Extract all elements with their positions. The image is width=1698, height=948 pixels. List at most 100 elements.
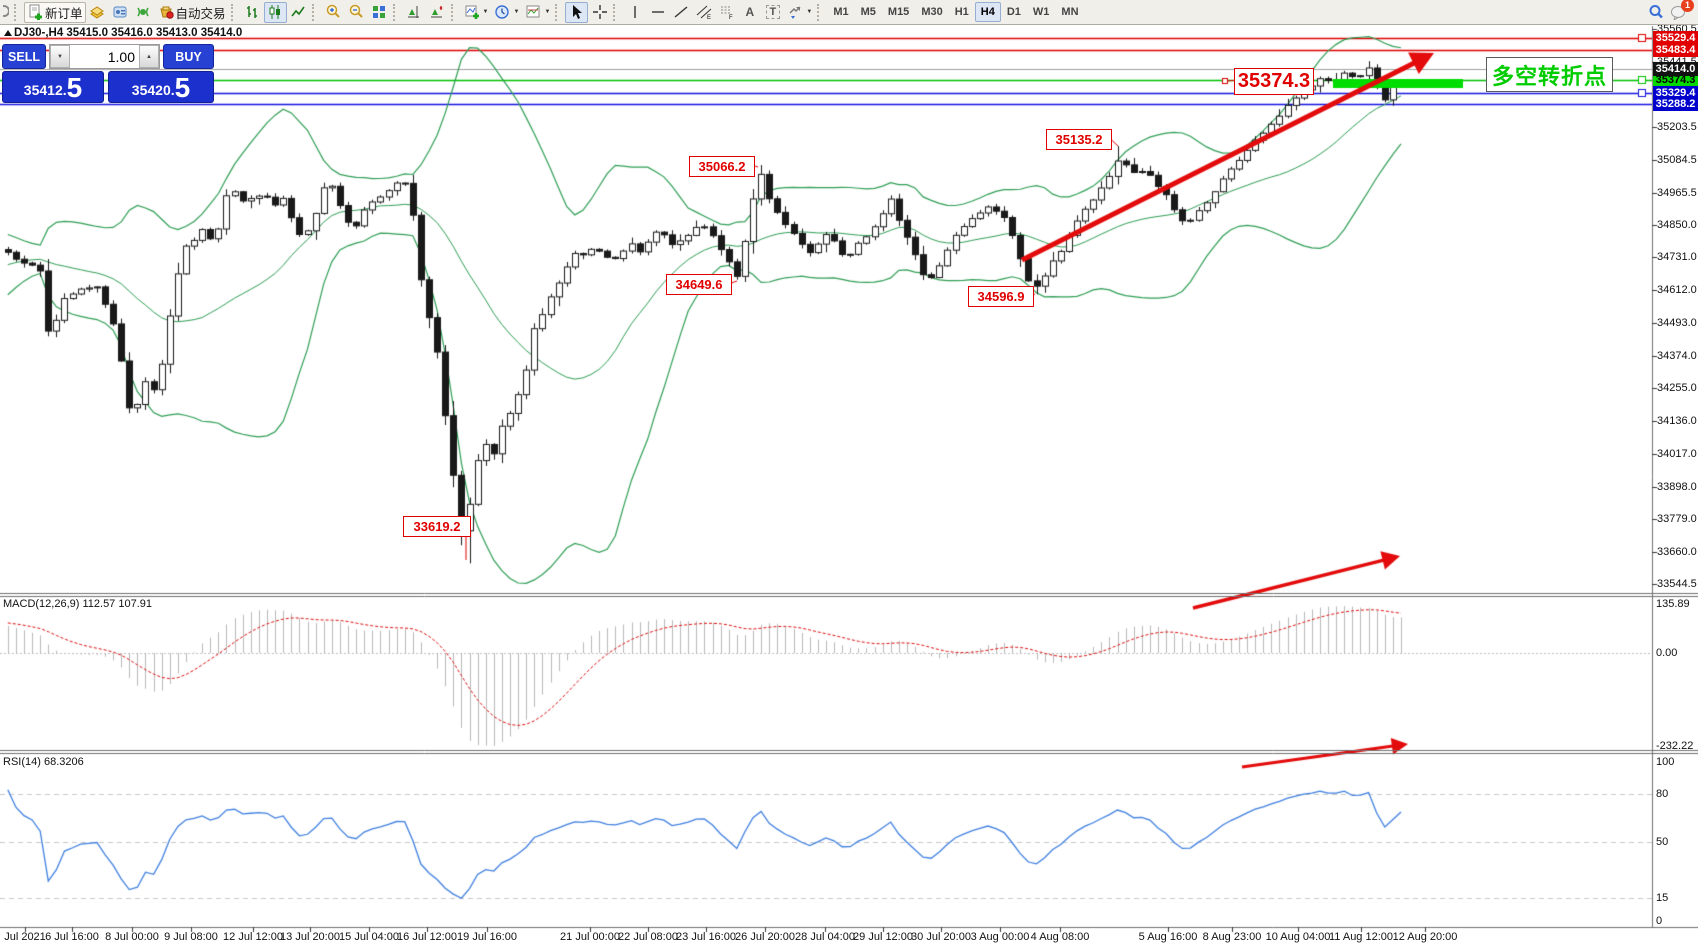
- zoom-out-icon: [349, 4, 363, 18]
- text-tool[interactable]: A: [738, 2, 761, 23]
- data-window-button[interactable]: [109, 2, 132, 23]
- y-axis-tick-label: 34255.0: [1657, 382, 1697, 395]
- sell-price-display[interactable]: 35412. 5: [2, 71, 104, 103]
- time-axis-label: 8 Jul 00:00: [105, 931, 159, 943]
- price-line-badge: 35329.4: [1653, 85, 1698, 100]
- clipped-icon[interactable]: [2, 2, 12, 23]
- tf-m30[interactable]: M30: [921, 6, 943, 18]
- bull-bear-turning-point-note[interactable]: 多空转折点: [1486, 57, 1613, 92]
- horizontal-line-icon: [651, 11, 664, 13]
- time-axis-label: 13 Jul 20:00: [280, 931, 340, 943]
- tf-mn[interactable]: MN: [1061, 6, 1079, 18]
- new-order-button[interactable]: 新订单: [24, 1, 86, 23]
- crosshair-icon: [592, 5, 607, 19]
- line-chart-icon: [291, 6, 305, 17]
- trendline-tool[interactable]: [669, 2, 692, 23]
- periods-button[interactable]: ▼: [491, 2, 522, 23]
- auto-trading-button[interactable]: 自动交易: [155, 2, 229, 23]
- toolbar-separator: [450, 3, 457, 21]
- horizontal-line-tool[interactable]: [646, 2, 669, 23]
- arrows-tool[interactable]: ▼: [784, 2, 815, 23]
- auto-trading-icon: [159, 6, 174, 19]
- price-annotation[interactable]: 34596.9: [968, 286, 1034, 307]
- price-line-badge: 35529.4: [1653, 30, 1698, 45]
- ohlc-bars-icon: [247, 6, 258, 18]
- toolbar-separator: [555, 3, 561, 21]
- rsi-scale-label: 0: [1656, 915, 1663, 927]
- tf-h1[interactable]: H1: [954, 6, 969, 18]
- tf-m5[interactable]: M5: [860, 6, 876, 18]
- y-axis-tick-label: 34965.5: [1657, 186, 1697, 199]
- chart-shift-button[interactable]: [403, 2, 426, 23]
- dropdown-caret-icon: ▼: [806, 9, 813, 15]
- y-axis-tick-label: 33779.0: [1657, 513, 1697, 526]
- search-button[interactable]: [1644, 2, 1667, 23]
- cursor-icon: [572, 5, 582, 19]
- line-chart-mode-button[interactable]: [287, 2, 310, 23]
- rsi-scale-label: 50: [1656, 836, 1669, 848]
- new-order-label: 新订单: [45, 6, 83, 21]
- volume-decrease-button[interactable]: ▼: [50, 45, 70, 68]
- time-axis-label: Jul 2021: [4, 931, 46, 943]
- svg-text:E: E: [707, 15, 711, 20]
- tf-m1[interactable]: M1: [833, 6, 849, 18]
- svg-text:F: F: [729, 15, 733, 20]
- symbol-ohlc-title: DJ30-,H4 35415.0 35416.0 35413.0 35414.0: [14, 27, 243, 39]
- bar-chart-mode-button[interactable]: [241, 2, 264, 23]
- text-label-tool[interactable]: T: [761, 2, 784, 23]
- time-axis-label: 8 Aug 23:00: [1202, 931, 1262, 943]
- buy-button[interactable]: BUY: [163, 44, 214, 69]
- toolbar-separator: [230, 3, 237, 21]
- y-axis-tick-label: 34374.0: [1657, 349, 1697, 362]
- price-annotation[interactable]: 34649.6: [666, 274, 732, 295]
- price-annotation[interactable]: 35066.2: [689, 156, 755, 177]
- time-axis-label: 30 Jul 20:00: [911, 931, 971, 943]
- notification-count-badge: 1: [1681, 0, 1694, 12]
- tf-h4[interactable]: H4: [974, 2, 1001, 22]
- auto-scroll-button[interactable]: [426, 2, 449, 23]
- zoom-in-button[interactable]: [322, 2, 345, 23]
- price-line-badge: 35374.3: [1653, 73, 1698, 88]
- time-axis-label: 5 Aug 16:00: [1138, 931, 1198, 943]
- tf-w1[interactable]: W1: [1032, 6, 1050, 18]
- new-order-icon: [29, 4, 42, 20]
- macd-scale-label: 135.89: [1656, 598, 1690, 610]
- candle-chart-mode-button[interactable]: [263, 1, 287, 23]
- crosshair-tool-button[interactable]: [588, 2, 611, 23]
- templates-button[interactable]: ▼: [522, 2, 553, 23]
- y-axis-tick-label: 34493.0: [1657, 316, 1697, 329]
- toolbar-separator: [14, 3, 20, 21]
- vertical-line-icon: [634, 6, 636, 18]
- sell-button[interactable]: SELL: [2, 44, 46, 69]
- time-axis-label: 12 Aug 20:00: [1392, 931, 1458, 943]
- market-watch-button[interactable]: [86, 2, 109, 23]
- add-indicator-button[interactable]: ▼: [461, 2, 492, 23]
- price-annotation[interactable]: 35374.3: [1234, 68, 1314, 95]
- zoom-out-button[interactable]: [345, 2, 368, 23]
- fibonacci-tool[interactable]: F: [715, 2, 738, 23]
- volume-increase-button[interactable]: ▲: [139, 45, 159, 68]
- tf-d1[interactable]: D1: [1006, 6, 1021, 18]
- tile-windows-button[interactable]: [368, 2, 391, 23]
- time-axis-label: 3 Aug 00:00: [970, 931, 1030, 943]
- tf-m15[interactable]: M15: [887, 6, 910, 18]
- template-icon: [526, 5, 540, 18]
- price-line-badge: 35483.4: [1653, 43, 1698, 58]
- vertical-line-tool[interactable]: [623, 2, 646, 23]
- equidistant-channel-tool[interactable]: E: [692, 2, 715, 23]
- volume-input[interactable]: [70, 45, 139, 68]
- notifications-button[interactable]: 1: [1667, 0, 1694, 23]
- price-annotation[interactable]: 35135.2: [1046, 129, 1112, 150]
- cursor-tool-button[interactable]: [565, 1, 589, 23]
- auto-trading-label: 自动交易: [175, 6, 226, 21]
- rsi-scale-label: 100: [1656, 756, 1675, 768]
- time-axis-label: 19 Jul 16:00: [457, 931, 517, 943]
- time-axis-label: 4 Aug 08:00: [1030, 931, 1090, 943]
- navigator-button[interactable]: [132, 2, 155, 23]
- buy-price-display[interactable]: 35420. 5: [108, 71, 214, 103]
- price-line-badge: 35288.2: [1653, 96, 1698, 111]
- time-axis-label: 29 Jul 12:00: [853, 931, 913, 943]
- price-annotation[interactable]: 33619.2: [403, 516, 471, 537]
- y-axis-tick-label: 33544.5: [1657, 577, 1697, 590]
